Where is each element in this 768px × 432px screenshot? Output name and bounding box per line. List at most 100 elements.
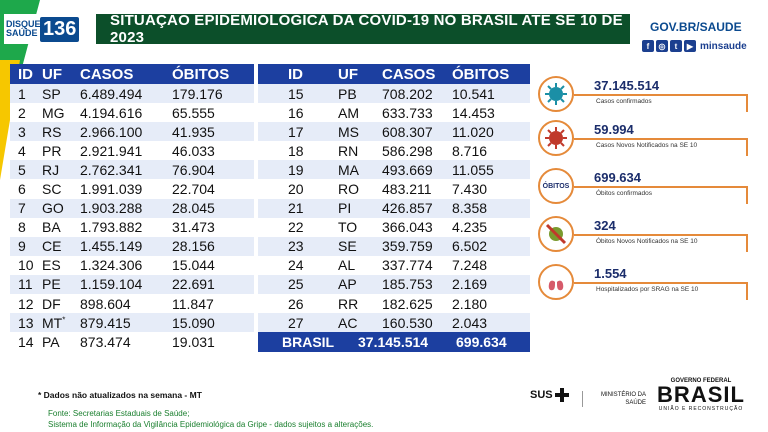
- total-casos: 37.145.514: [358, 334, 429, 351]
- cell-id: 18: [288, 142, 304, 159]
- cell-obitos: 11.020: [452, 123, 494, 140]
- cell-casos: 1.455.149: [80, 238, 143, 255]
- cell-uf: BA: [42, 219, 61, 236]
- cell-casos: 1.991.039: [80, 181, 143, 198]
- cell-obitos: 8.358: [452, 200, 488, 217]
- cell-obitos: 28.045: [172, 200, 215, 217]
- cell-casos: 359.759: [382, 238, 433, 255]
- table-row: 13 MT* 879.415 15.090: [10, 313, 254, 333]
- twitter-icon[interactable]: t: [670, 40, 682, 52]
- cell-obitos: 31.473: [172, 219, 215, 236]
- gov-federal-label: GOVERNO FEDERAL: [670, 378, 732, 384]
- brasil-wordmark: BRASIL: [657, 382, 745, 407]
- col-uf: UF: [338, 65, 358, 83]
- cell-uf: SP: [42, 85, 61, 102]
- table-row: 10 ES 1.324.306 15.044: [10, 255, 254, 275]
- stat-obitos-novos: 324 Óbitos Novos Notificados na SE 10: [538, 216, 748, 252]
- instagram-icon[interactable]: ◎: [656, 40, 668, 52]
- social-handle: minsaude: [700, 40, 747, 52]
- cell-id: 14: [18, 333, 34, 350]
- cell-id: 6: [18, 181, 26, 198]
- sus-text: SUS: [530, 389, 553, 401]
- virus-crossed-icon: [541, 219, 571, 249]
- lungs-icon: [541, 267, 571, 297]
- disque-saude-label: DISQUE SAÚDE: [6, 19, 41, 38]
- cell-obitos: 2.169: [452, 276, 488, 293]
- cell-id: 22: [288, 219, 304, 236]
- cell-casos: 426.857: [382, 200, 433, 217]
- stat-label: Casos confirmados: [596, 98, 652, 105]
- total-label: BRASIL: [282, 334, 335, 351]
- cell-uf: ES: [42, 257, 61, 274]
- col-uf: UF: [42, 65, 62, 83]
- page-title: SITUAÇÃO EPIDEMIOLÓGICA DA COVID-19 NO B…: [96, 12, 630, 46]
- cell-obitos: 15.044: [172, 257, 215, 274]
- cell-id: 1: [18, 85, 26, 102]
- col-casos: CASOS: [382, 65, 436, 83]
- table-row: 16 AM 633.733 14.453: [258, 103, 530, 123]
- cell-uf: SE: [338, 238, 357, 255]
- table-row: 1 SP 6.489.494 179.176: [10, 84, 254, 104]
- cell-casos: 2.762.341: [80, 161, 143, 178]
- gov-link[interactable]: GOV.BR/SAUDE: [650, 20, 742, 34]
- col-obitos: ÓBITOS: [452, 65, 510, 83]
- table-row: 4 PR 2.921.941 46.033: [10, 141, 254, 161]
- stat-value: 699.634: [594, 170, 641, 185]
- cell-obitos: 6.502: [452, 238, 488, 255]
- col-id: ID: [288, 65, 303, 83]
- cell-id: 23: [288, 238, 304, 255]
- stat-label: Hospitalizados por SRAG na SE 10: [596, 286, 699, 293]
- table-row: 14 PA 873.474 19.031: [10, 332, 254, 352]
- cell-casos: 493.669: [382, 161, 433, 178]
- sus-logo: SUS: [530, 388, 569, 402]
- cell-casos: 1.324.306: [80, 257, 143, 274]
- stat-casos-novos: 59.994 Casos Novos Notificados na SE 10: [538, 120, 748, 156]
- youtube-icon[interactable]: ▶: [684, 40, 696, 52]
- facebook-icon[interactable]: f: [642, 40, 654, 52]
- cell-obitos: 10.541: [452, 85, 495, 102]
- cell-id: 9: [18, 238, 26, 255]
- source-line-2: Sistema de Informação da Vigilância Epid…: [48, 420, 374, 429]
- ministerio-logo: MINISTÉRIO DA SAÚDE: [582, 391, 646, 407]
- cell-obitos: 2.043: [452, 314, 488, 331]
- cell-obitos: 179.176: [172, 85, 223, 102]
- cell-id: 5: [18, 161, 26, 178]
- cell-casos: 4.194.616: [80, 104, 143, 121]
- cell-casos: 366.043: [382, 219, 433, 236]
- cell-obitos: 11.847: [172, 295, 214, 312]
- cell-obitos: 76.904: [172, 161, 215, 178]
- cell-obitos: 19.031: [172, 333, 215, 350]
- cell-id: 17: [288, 123, 304, 140]
- uniao-label: UNIÃO E RECONSTRUÇÃO: [658, 406, 744, 412]
- disque-saude-logo: DISQUE SAÚDE 136: [4, 14, 106, 44]
- cell-obitos: 15.090: [172, 314, 215, 331]
- cell-casos: 2.966.100: [80, 123, 143, 140]
- stat-hospitalizados: 1.554 Hospitalizados por SRAG na SE 10: [538, 264, 748, 300]
- cell-uf: AL: [338, 257, 356, 274]
- cell-uf: RN: [338, 142, 359, 159]
- cell-uf: PE: [42, 276, 61, 293]
- cell-uf: CE: [42, 238, 62, 255]
- cell-obitos: 46.033: [172, 142, 215, 159]
- source-note: Fonte: Secretarias Estaduais de Saúde; S…: [48, 408, 373, 430]
- cell-uf: PB: [338, 85, 357, 102]
- cell-uf: SC: [42, 181, 62, 198]
- cell-id: 16: [288, 104, 304, 121]
- cell-casos: 160.530: [382, 314, 433, 331]
- stat-casos-confirmados: 37.145.514 Casos confirmados: [538, 76, 748, 112]
- ministerio-line-1: MINISTÉRIO DA: [600, 392, 646, 398]
- cell-uf: MT*: [42, 314, 66, 331]
- cell-uf: RJ: [42, 161, 60, 178]
- footnote: * Dados não atualizados na semana - MT: [38, 390, 202, 400]
- total-obitos: 699.634: [456, 334, 507, 351]
- source-line-1: Fonte: Secretarias Estaduais de Saúde;: [48, 409, 190, 418]
- table-row: 11 PE 1.159.104 22.691: [10, 274, 254, 295]
- cell-obitos: 7.248: [452, 257, 488, 274]
- table-row: 26 RR 182.625 2.180: [258, 294, 530, 314]
- table-row: 27 AC 160.530 2.043: [258, 313, 530, 333]
- table-row: 6 SC 1.991.039 22.704: [10, 179, 254, 199]
- cell-casos: 185.753: [382, 276, 433, 293]
- cell-obitos: 8.716: [452, 142, 488, 159]
- cell-casos: 873.474: [80, 333, 131, 350]
- cell-obitos: 4.235: [452, 219, 488, 236]
